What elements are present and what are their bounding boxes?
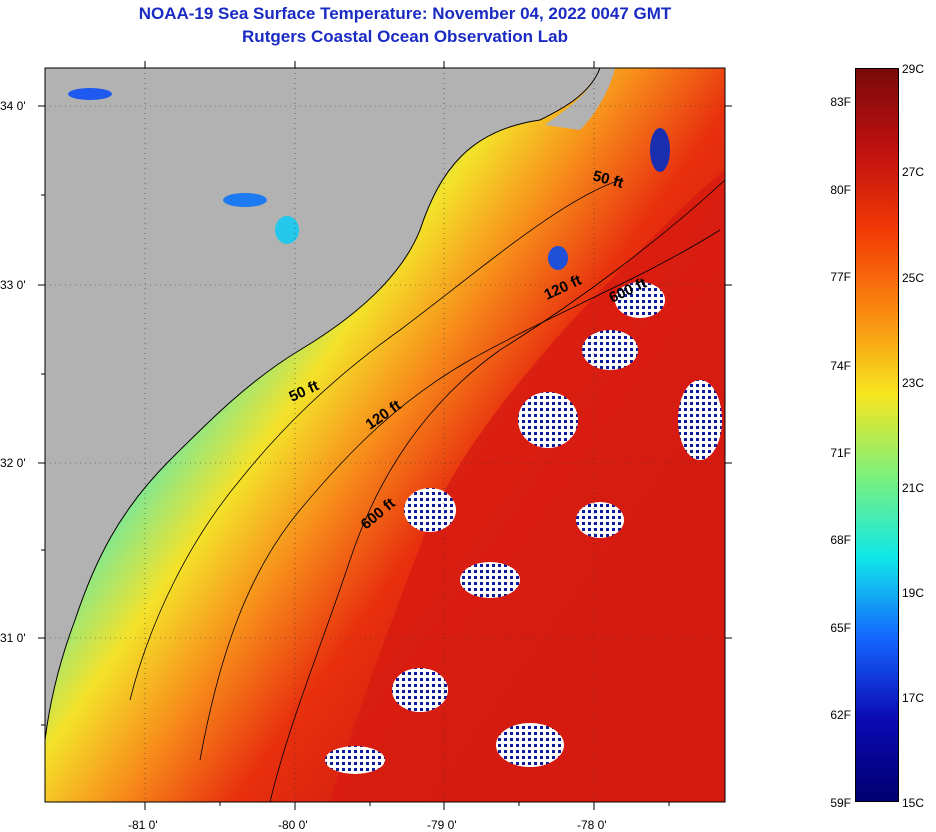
land-area-north xyxy=(545,68,615,130)
lake xyxy=(68,88,112,100)
colorbar-c-label: 21C xyxy=(902,481,925,495)
map-frame xyxy=(44,67,726,803)
colorbar-f-label: 74F xyxy=(830,359,851,373)
lat-label: 31 0' xyxy=(0,631,26,645)
colorbar-c-label: 25C xyxy=(902,271,925,285)
lake xyxy=(275,216,299,244)
colorbar-c-label: 29C xyxy=(902,62,925,76)
colorbar-c-label: 19C xyxy=(902,586,925,600)
colorbar-f-label: 80F xyxy=(830,183,851,197)
lon-label: -79 0' xyxy=(427,818,457,832)
graticule xyxy=(45,68,725,802)
colorbar-f-label: 71F xyxy=(830,446,851,460)
colorbar-f-label: 62F xyxy=(830,708,851,722)
colorbar-f-label: 65F xyxy=(830,621,851,635)
lon-label: -81 0' xyxy=(128,818,158,832)
coastline xyxy=(44,67,601,741)
lake xyxy=(223,193,267,207)
contour-50ft xyxy=(129,179,621,701)
colorbar-f-label: 59F xyxy=(830,796,851,810)
color-scale-bar xyxy=(855,68,899,802)
contour-600ft xyxy=(269,179,726,803)
map-title: NOAA-19 Sea Surface Temperature: Novembe… xyxy=(138,4,672,23)
colorbar-c-label: 15C xyxy=(902,796,925,810)
axis-ticks xyxy=(38,61,732,810)
cloud-mask xyxy=(325,128,722,774)
contour-120ft xyxy=(199,229,721,761)
colorbar-c-label: 17C xyxy=(902,691,925,705)
colorbar-f-label: 77F xyxy=(830,270,851,284)
colorbar-c-label: 23C xyxy=(902,376,925,390)
colorbar-f-label: 68F xyxy=(830,533,851,547)
lat-label: 33 0' xyxy=(0,278,26,292)
lat-label: 34 0' xyxy=(0,99,26,113)
lon-label: -78 0' xyxy=(577,818,607,832)
gulf-stream-region xyxy=(330,170,725,802)
lon-label: -80 0' xyxy=(278,818,308,832)
colorbar-f-label: 83F xyxy=(830,95,851,109)
colorbar-c-label: 27C xyxy=(902,165,925,179)
lat-label: 32 0' xyxy=(0,456,26,470)
land-area xyxy=(45,68,600,740)
map-subtitle: Rutgers Coastal Ocean Observation Lab xyxy=(242,27,568,46)
